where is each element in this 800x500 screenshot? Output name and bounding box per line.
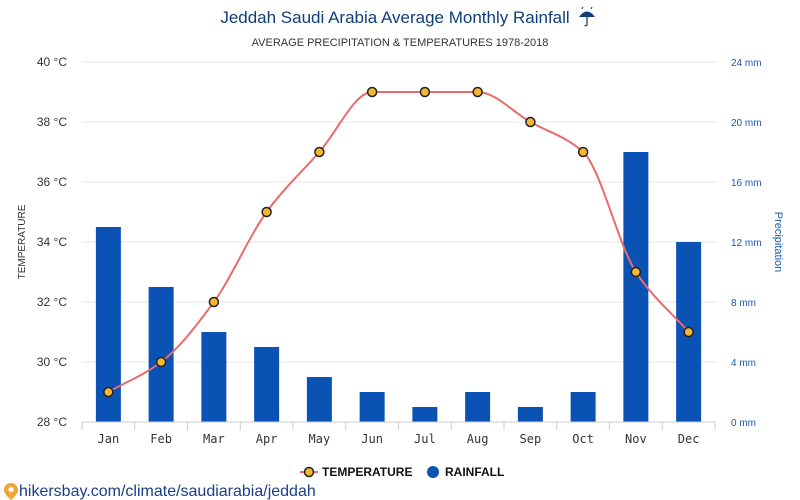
rainfall-bar	[465, 392, 491, 422]
chart-subtitle: AVERAGE PRECIPITATION & TEMPERATURES 197…	[252, 37, 549, 49]
x-tick-label: Jul	[414, 432, 436, 446]
left-y-axis-ticks: 28 °C 30 °C 32 °C 34 °C 36 °C 38 °C 40 °C	[37, 55, 67, 429]
y-left-tick-label: 40 °C	[37, 55, 67, 69]
x-tick-label: Sep	[520, 432, 542, 446]
temperature-point	[419, 86, 431, 98]
y-left-tick-label: 34 °C	[37, 235, 67, 249]
x-tick-label: Apr	[256, 432, 278, 446]
rainfall-bar	[306, 377, 332, 422]
rainfall-bar	[201, 332, 227, 422]
y-right-tick-label: 0 mm	[731, 418, 756, 429]
right-axis-title: Precipitation	[772, 212, 784, 273]
temperature-point	[314, 146, 325, 158]
temperature-point	[577, 146, 589, 158]
rainfall-bar	[254, 347, 280, 422]
x-tick-label: May	[309, 432, 331, 446]
legend-temperature-label: TEMPERATURE	[322, 465, 412, 479]
y-right-tick-label: 4 mm	[731, 358, 756, 369]
y-right-tick-label: 16 mm	[731, 178, 762, 189]
x-axis: Jan Feb Mar Apr May Jun Jul Aug Sep Oct Nov Dec	[81, 421, 716, 446]
legend: TEMPERATURE RAINFALL	[300, 465, 504, 479]
y-right-tick-label: 20 mm	[731, 118, 762, 129]
y-left-tick-label: 28 °C	[37, 415, 67, 429]
x-tick-label: Oct	[572, 432, 594, 446]
x-tick-label: Dec	[678, 432, 700, 446]
legend-rainfall-label: RAINFALL	[445, 465, 504, 479]
temperature-point	[472, 86, 483, 98]
map-pin-icon	[4, 483, 18, 500]
left-axis-title: TEMPERATURE	[17, 204, 28, 279]
footer-link[interactable]: hikersbay.com/climate/saudiarabia/jeddah	[4, 483, 316, 500]
chart-title: Jeddah Saudi Arabia Average Monthly Rain…	[220, 8, 569, 27]
temperature-points	[103, 86, 694, 398]
rainfall-bar	[570, 392, 596, 422]
right-y-axis-ticks: 0 mm 4 mm 8 mm 12 mm 16 mm 20 mm 24 mm	[731, 58, 762, 429]
legend-item-temperature[interactable]: TEMPERATURE	[300, 465, 412, 479]
y-left-tick-label: 30 °C	[37, 355, 67, 369]
rainfall-bar	[359, 392, 385, 422]
temperature-point	[630, 266, 642, 278]
rainfall-bar	[412, 407, 438, 422]
x-tick-label: Aug	[467, 432, 489, 446]
x-tick-label: Nov	[625, 432, 647, 446]
temperature-point	[683, 326, 694, 338]
y-left-tick-label: 32 °C	[37, 295, 67, 309]
x-tick-label: Jan	[98, 432, 120, 446]
legend-rainfall-marker	[427, 466, 439, 478]
footer-url[interactable]: hikersbay.com/climate/saudiarabia/jeddah	[19, 483, 316, 500]
legend-item-rainfall[interactable]: RAINFALL	[427, 465, 504, 479]
x-tick-label: Mar	[203, 432, 225, 446]
umbrella-rain-icon	[579, 6, 595, 27]
rainfall-bar	[517, 407, 543, 422]
gridlines	[82, 61, 715, 363]
y-right-tick-label: 24 mm	[731, 58, 762, 69]
y-right-tick-label: 12 mm	[731, 238, 762, 249]
y-left-tick-label: 36 °C	[37, 175, 67, 189]
rainfall-bar	[623, 152, 649, 422]
x-tick-label: Feb	[150, 432, 172, 446]
legend-temperature-marker	[303, 466, 315, 478]
temperature-point	[366, 86, 378, 98]
temperature-point	[155, 356, 167, 368]
temperature-point	[525, 116, 536, 128]
rainfall-bars	[95, 152, 702, 422]
y-right-tick-label: 8 mm	[731, 298, 756, 309]
temperature-point	[103, 386, 114, 398]
temperature-point	[208, 296, 220, 308]
x-tick-label: Jun	[361, 432, 383, 446]
y-left-tick-label: 38 °C	[37, 115, 67, 129]
temperature-point	[261, 206, 272, 218]
